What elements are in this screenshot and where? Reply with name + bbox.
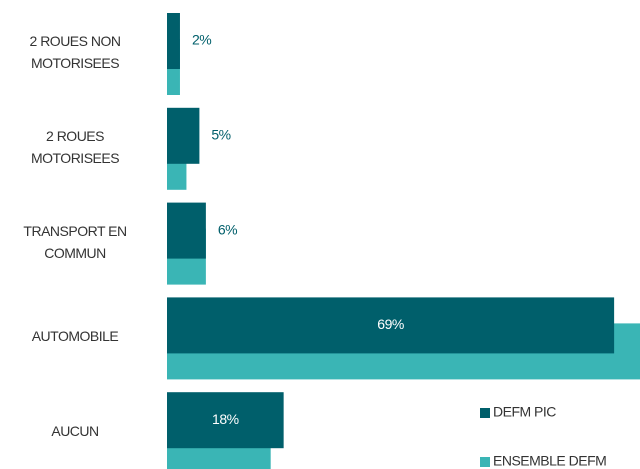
legend-label: ENSEMBLE DEFM — [493, 453, 606, 469]
category-label: 2 ROUES NON MOTORISEES — [29, 33, 121, 71]
data-label: 6% — [218, 221, 237, 237]
data-label: 69% — [377, 316, 404, 332]
category-label: TRANSPORT EN COMMUN — [23, 222, 127, 261]
bar — [167, 202, 206, 259]
bar — [167, 13, 180, 69]
category-label: AUCUN — [51, 423, 99, 440]
legend-swatch — [480, 457, 490, 467]
legend-swatch — [480, 408, 490, 418]
legend-label: DEFM PIC — [493, 404, 556, 420]
bar — [167, 107, 200, 164]
bar — [167, 297, 615, 354]
category-label: 2 ROUES MOTORISEES — [30, 127, 120, 166]
bar — [167, 392, 284, 449]
data-label: 2% — [192, 32, 211, 48]
data-label: 5% — [211, 127, 230, 143]
data-label: 18% — [212, 411, 239, 427]
category-label: AUTOMOBILE — [31, 328, 119, 345]
